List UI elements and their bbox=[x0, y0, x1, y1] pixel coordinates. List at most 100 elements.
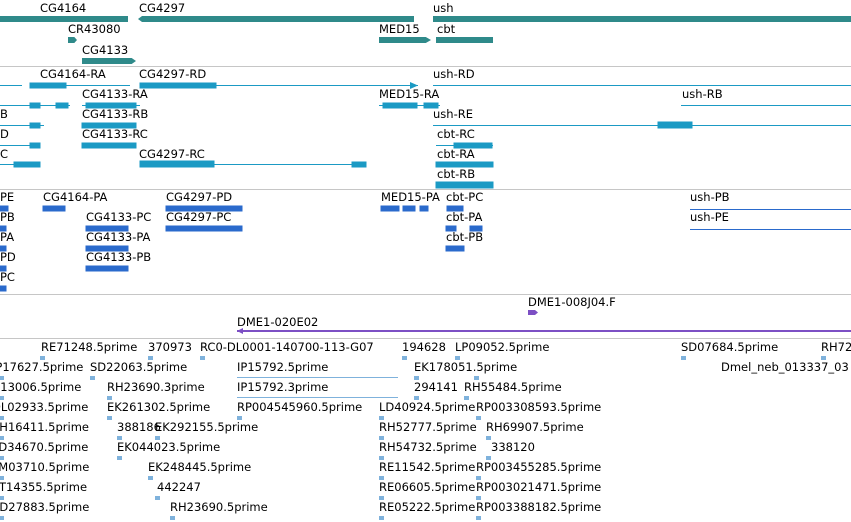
est-label: RE05222.5prime bbox=[379, 500, 476, 514]
transcript-label: ush-RD bbox=[433, 67, 475, 81]
est-label: 338120 bbox=[491, 440, 535, 454]
est-label: RE11542.5prime bbox=[379, 460, 476, 474]
gene-label: MED15 bbox=[379, 22, 420, 36]
protein-label: CG4133-PA bbox=[86, 230, 151, 244]
est-label: LD34670.5prime bbox=[0, 440, 89, 454]
est-label: RP003455285.5prime bbox=[476, 460, 602, 474]
transcript-label: MED15-RA bbox=[379, 87, 440, 101]
protein-label: PB bbox=[0, 210, 15, 224]
est-label: LP09052.5prime bbox=[455, 340, 550, 354]
est-label: RH23690.3prime bbox=[107, 380, 205, 394]
transcript-label: cbt-RA bbox=[437, 147, 475, 161]
gene-label: CR43080 bbox=[68, 22, 121, 36]
est-label: IP17627.5prime bbox=[0, 360, 84, 374]
est-label: EK248445.5prime bbox=[148, 460, 252, 474]
clone-label: DME1-008J04.F bbox=[528, 295, 616, 309]
protein-track: PE CG4164-PA CG4297-PD MED15-PA cbt-PC u… bbox=[0, 190, 851, 294]
protein-label: ush-PB bbox=[690, 190, 730, 204]
transcript-label: D bbox=[0, 127, 9, 141]
est-label: 294141 bbox=[414, 380, 458, 394]
protein-label: MED15-PA bbox=[381, 190, 440, 204]
protein-label: CG4164-PA bbox=[43, 190, 108, 204]
est-label: SD22063.5prime bbox=[90, 360, 188, 374]
transcript-track: CG4164-RA CG4297-RD ush-RD CG4133-RA MED… bbox=[0, 67, 851, 189]
est-label: RC0-DL0001-140700-113-G07 bbox=[200, 340, 374, 354]
gene-label: CG4297 bbox=[139, 1, 186, 15]
transcript-label: ush-RB bbox=[682, 87, 723, 101]
protein-label: PE bbox=[0, 190, 15, 204]
clone-feature-arrow bbox=[237, 328, 243, 334]
gene-feature-cg4297[interactable] bbox=[138, 16, 414, 22]
est-label: RP003021471.5prime bbox=[476, 480, 602, 494]
transcript-label: CG4164-RA bbox=[40, 67, 106, 81]
transcript-label: ush-RE bbox=[433, 107, 473, 121]
est-label: RH54732.5prime bbox=[379, 440, 477, 454]
est-label: RH23690.5prime bbox=[170, 500, 268, 514]
gene-label: CG4133 bbox=[82, 43, 129, 57]
gene-label: ush bbox=[433, 1, 454, 15]
protein-label: cbt-PA bbox=[446, 210, 483, 224]
est-label: E13006.5prime bbox=[0, 380, 82, 394]
est-label: 442247 bbox=[157, 480, 201, 494]
transcript-label: CG4297-RD bbox=[139, 67, 207, 81]
gene-label: cbt bbox=[437, 22, 456, 36]
gene-label: CG4164 bbox=[40, 1, 87, 15]
protein-label: PC bbox=[0, 270, 15, 284]
clone-feature-dme1-020e02[interactable] bbox=[237, 330, 851, 332]
gene-feature-ush[interactable] bbox=[433, 16, 851, 22]
transcript-label: CG4133-RB bbox=[82, 107, 149, 121]
track-separator bbox=[0, 189, 851, 190]
protein-label: PA bbox=[0, 230, 15, 244]
est-glyphs[interactable] bbox=[0, 339, 851, 522]
est-label: IP15792.3prime bbox=[237, 380, 329, 394]
clone-label: DME1-020E02 bbox=[237, 315, 319, 329]
track-separator bbox=[0, 294, 851, 295]
est-label: SH16411.5prime bbox=[0, 420, 90, 434]
transcript-glyphs[interactable] bbox=[0, 67, 851, 189]
est-label: EK292155.5prime bbox=[155, 420, 259, 434]
est-label: EK261302.5prime bbox=[107, 400, 211, 414]
gene-feature-cr43080[interactable] bbox=[68, 37, 77, 43]
clone-feature-dme1-008j04[interactable] bbox=[528, 310, 538, 315]
gene-feature-cbt[interactable] bbox=[436, 37, 493, 43]
transcript-label: cbt-RC bbox=[437, 127, 475, 141]
protein-label: cbt-PC bbox=[446, 190, 484, 204]
gene-feature-cg4164[interactable] bbox=[0, 16, 128, 22]
est-label: RP004545960.5prime bbox=[237, 400, 363, 414]
protein-label: CG4297-PD bbox=[166, 190, 233, 204]
est-label: DL02933.5prime bbox=[0, 400, 89, 414]
track-separator bbox=[0, 338, 851, 339]
est-label: EK044023.5prime bbox=[117, 440, 221, 454]
est-label: RE06605.5prime bbox=[379, 480, 476, 494]
protein-label: ush-PE bbox=[690, 210, 729, 224]
est-label: SD07684.5prime bbox=[681, 340, 779, 354]
est-label: SM03710.5prime bbox=[0, 460, 90, 474]
protein-label: CG4297-PC bbox=[166, 210, 232, 224]
gene-feature-cg4133[interactable] bbox=[82, 58, 136, 64]
protein-label: CG4133-PC bbox=[86, 210, 152, 224]
gene-track: CG4164 CG4297 ush CR43080 MED15 cbt CG41… bbox=[0, 0, 851, 64]
est-label: LD27883.5prime bbox=[0, 500, 90, 514]
est-label: RE71248.5prime bbox=[41, 340, 138, 354]
clone-track: DME1-008J04.F DME1-020E02 bbox=[0, 295, 851, 337]
est-label: RP003388182.5prime bbox=[476, 500, 602, 514]
est-track: RE71248.5prime 370973 RC0-DL0001-140700-… bbox=[0, 339, 851, 522]
est-label: Dmel_neb_013337_03 bbox=[721, 360, 849, 374]
est-label: RH55484.5prime bbox=[464, 380, 562, 394]
transcript-label: CG4297-RC bbox=[139, 147, 205, 161]
est-label: 388186 bbox=[117, 420, 161, 434]
track-separator bbox=[0, 66, 851, 67]
est-label: 194628 bbox=[402, 340, 446, 354]
protein-glyphs[interactable] bbox=[0, 190, 851, 294]
protein-label: PD bbox=[0, 250, 16, 264]
est-label: IP15792.5prime bbox=[237, 360, 329, 374]
transcript-label: CG4133-RA bbox=[82, 87, 148, 101]
est-label: RH52777.5prime bbox=[379, 420, 477, 434]
protein-label: CG4133-PB bbox=[86, 250, 152, 264]
gene-feature-med15[interactable] bbox=[379, 37, 431, 43]
protein-label: cbt-PB bbox=[446, 230, 484, 244]
transcript-label: C bbox=[0, 147, 9, 161]
transcript-label: B bbox=[0, 107, 8, 121]
transcript-label: cbt-RB bbox=[437, 167, 476, 181]
